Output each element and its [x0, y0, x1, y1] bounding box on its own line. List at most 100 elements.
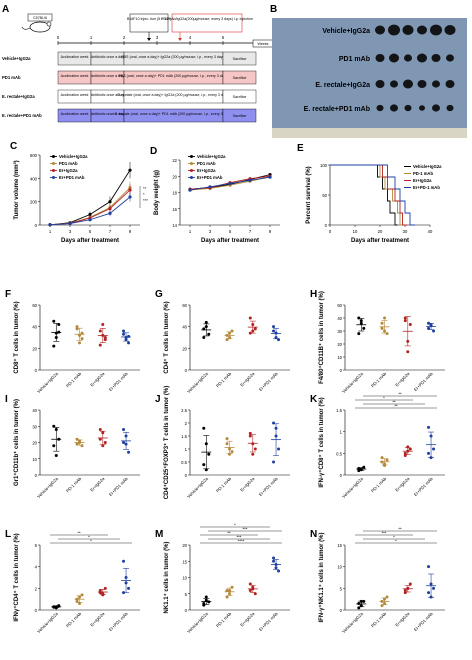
y-tick-label: 0: [185, 368, 188, 373]
data-point: [383, 316, 387, 320]
data-point: [225, 589, 229, 592]
data-point: [277, 569, 281, 573]
panel-label-a: A: [2, 4, 9, 15]
y-tick-label: 18: [172, 191, 177, 196]
x-tick-label: Er+IgG2a: [394, 476, 411, 493]
y-axis-label: Gr1⁺CD11b⁺ cells in tumor (%): [13, 399, 20, 486]
tumor-mass: [417, 25, 427, 35]
data-point: [380, 599, 384, 603]
x-tick-label: Er+PD1 mAb: [258, 371, 279, 392]
data-point: [362, 326, 366, 330]
y-tick-label: 30: [337, 329, 342, 334]
data-point: [403, 316, 407, 320]
tumor-mass: [388, 24, 400, 36]
data-point: [248, 331, 252, 335]
data-point: [357, 467, 361, 470]
x-tick-label: 9: [269, 229, 272, 234]
y-axis-label: CD4⁺ T cells in tumor (%): [163, 301, 170, 373]
legend-label: Er+PD1 mAb: [59, 175, 85, 180]
y-tick-label: 20: [182, 543, 187, 548]
data-point: [122, 329, 126, 333]
y-tick-label: 22: [172, 158, 177, 163]
chart-i: I 0 10 20 30 40 Gr1⁺CD11b⁺ cells in tumor (%) V…: [5, 394, 140, 499]
data-point: [80, 331, 84, 335]
data-point: [101, 592, 105, 596]
data-point: [78, 341, 82, 345]
chart-n: N 0 5 10 15 IFN-γ⁺NK1.1⁺ cells in tumor (%) Ve…: [310, 527, 445, 634]
panel-label-d: D: [150, 146, 157, 157]
significance-mark: *: [395, 539, 397, 544]
data-point: [188, 188, 192, 192]
pd1-note: PD1mAb/IgG2a(200μg/mouse, every 3 days) …: [161, 17, 253, 21]
data-point: [359, 467, 363, 471]
data-point: [274, 331, 278, 335]
data-point: [406, 445, 410, 449]
y-tick-label: 20: [172, 174, 177, 179]
sacrifice-cell: [222, 51, 257, 66]
data-point: [207, 600, 211, 604]
significance-mark: *: [88, 535, 90, 540]
data-point: [230, 450, 234, 454]
data-point: [122, 441, 126, 444]
data-point: [108, 211, 112, 215]
data-point: [202, 336, 206, 339]
significance-mark: *: [90, 539, 92, 544]
data-point: [78, 439, 82, 443]
panel-b: B Vehicle+IgG2a PD1 mAb E. rectale+IgG2a E.…: [270, 4, 467, 138]
data-point: [251, 323, 255, 326]
x-tick-label: 7: [249, 229, 252, 234]
data-point: [248, 431, 252, 435]
data-point: [57, 323, 61, 326]
treatment-text: E. rectale (oral, once a day)+ IgG2a (20…: [117, 93, 229, 97]
tumor-mass: [432, 104, 440, 112]
y-tick-label: 14: [172, 223, 177, 228]
data-point: [277, 338, 281, 342]
data-point: [403, 319, 407, 323]
data-point: [432, 447, 436, 451]
tumor-mass: [402, 25, 414, 35]
y-axis-label: Body weight (g): [154, 170, 160, 215]
data-point: [225, 333, 229, 337]
data-point: [204, 325, 208, 329]
timeline-tick-label: 0: [57, 35, 60, 40]
y-tick-label: 0: [340, 368, 343, 373]
data-point: [52, 344, 56, 348]
tumor-mass: [404, 104, 412, 112]
y-tick-label: 20: [337, 342, 342, 347]
x-axis-label: Days after treatment: [351, 238, 409, 244]
y-tick-label: 400: [30, 176, 38, 181]
data-point: [403, 454, 407, 457]
data-point: [380, 460, 384, 464]
x-tick-label: 7: [109, 229, 112, 234]
panel-label-i: I: [5, 394, 8, 405]
photo-row-label: PD1 mAb: [339, 56, 370, 63]
tumor-mass: [404, 54, 412, 62]
x-tick-label: Er+PD1 mAb: [108, 611, 129, 632]
x-tick-label: PD-1 mAb: [65, 371, 83, 389]
data-point: [403, 589, 407, 592]
x-tick-label: Er+PD1 mAb: [413, 476, 434, 497]
data-point: [228, 181, 232, 186]
panel-a: A C57BL/6 B16F10 injec- tion (5 × 10⁵) P…: [2, 4, 274, 123]
x-tick-label: 10: [353, 229, 358, 234]
data-point: [54, 428, 58, 431]
panel-label-h: H: [310, 289, 317, 300]
data-point: [385, 595, 389, 599]
data-point: [253, 592, 257, 596]
data-point: [127, 586, 131, 590]
data-point: [103, 441, 107, 444]
tumor-mass: [417, 79, 427, 89]
schematic-row-label: E. rectale+PD1 mAb: [2, 113, 42, 118]
x-tick-label: Er+IgG2a: [239, 371, 256, 388]
legend-marker: [52, 176, 55, 179]
data-point: [272, 329, 276, 333]
weeks-label: Weeks: [258, 42, 269, 46]
data-point: [128, 188, 132, 192]
data-point: [251, 587, 255, 591]
treatment-text: E. rectale (oral, once a day)+ PD1 mAb (…: [114, 112, 232, 116]
significance-mark: ****: [238, 539, 245, 544]
y-tick-label: 40: [337, 316, 342, 321]
acclimation-text: Acclimation week: [61, 112, 89, 116]
survival-curve: [330, 164, 398, 226]
data-point: [204, 320, 208, 324]
